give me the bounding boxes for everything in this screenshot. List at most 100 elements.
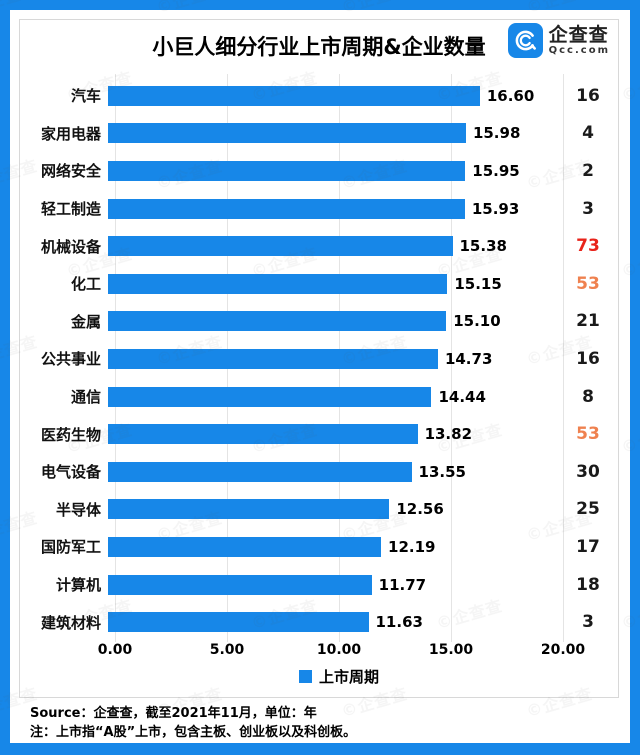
logo-name: 企查查	[548, 23, 609, 46]
legend-swatch	[298, 670, 312, 683]
chart-row: 建筑材料 11.63 3	[20, 603, 620, 641]
bar	[108, 348, 438, 369]
bar	[108, 536, 382, 557]
value-label: 12.19	[388, 537, 436, 556]
count-label: 25	[576, 499, 600, 520]
count-label: 4	[582, 123, 594, 144]
chart-row: 通信 14.44 8	[20, 378, 620, 416]
count-label: 16	[576, 348, 600, 369]
count-label: 3	[582, 612, 594, 633]
category-label: 轻工制造	[40, 200, 101, 219]
value-label: 14.73	[444, 349, 493, 368]
legend: 上市周期	[115, 666, 563, 687]
bar-track: 15.95	[108, 160, 556, 181]
bar	[108, 612, 369, 633]
count-label: 53	[576, 424, 600, 445]
bar-track: 13.82	[108, 424, 556, 445]
chart-row: 网络安全 15.95 2	[20, 152, 620, 190]
x-axis-tick-label: 0.00	[97, 642, 133, 658]
bar-track: 15.10	[108, 311, 556, 332]
value-label: 15.15	[454, 274, 502, 293]
qcc-magnifier-icon	[507, 23, 543, 58]
bar	[108, 123, 466, 144]
chart-row: 汽车 16.60 16	[20, 77, 620, 115]
x-axis-tick-label: 20.00	[540, 642, 586, 658]
bar	[108, 574, 372, 595]
count-label: 18	[576, 574, 600, 595]
value-label: 15.93	[471, 199, 520, 218]
value-label: 13.55	[418, 462, 466, 481]
chart-row: 医药生物 13.82 53	[20, 415, 620, 453]
page-title: 小巨人细分行业上市周期&企业数量	[152, 35, 486, 59]
category-label: 家用电器	[40, 124, 101, 143]
category-label: 医药生物	[40, 425, 101, 444]
category-label: 机械设备	[40, 237, 101, 256]
x-axis-tick-label: 15.00	[428, 642, 474, 658]
bar	[108, 311, 447, 332]
category-label: 半导体	[55, 500, 101, 519]
bar-track: 16.60	[108, 85, 556, 106]
chart-panel: 小巨人细分行业上市周期&企业数量 企查查 Qcc.com	[19, 19, 619, 698]
chart-row: 机械设备 15.38 73	[20, 227, 620, 265]
value-label: 13.82	[424, 425, 473, 444]
bar-track: 15.15	[108, 273, 556, 294]
count-label: 8	[582, 386, 594, 407]
chart-row: 金属 15.10 21	[20, 303, 620, 341]
x-axis-tick-label: 10.00	[316, 642, 362, 658]
count-label: 30	[576, 461, 600, 482]
qcc-logo: 企查查 Qcc.com	[507, 23, 610, 58]
value-label: 15.10	[453, 312, 501, 331]
count-label: 73	[576, 236, 600, 257]
count-label: 3	[582, 198, 594, 219]
bar	[108, 198, 465, 219]
count-label: 21	[576, 311, 600, 332]
bar-track: 14.73	[108, 348, 556, 369]
logo-text: 企查查 Qcc.com	[548, 23, 610, 56]
content-area: 小巨人细分行业上市周期&企业数量 企查查 Qcc.com	[10, 10, 630, 743]
bar-track: 11.77	[108, 574, 556, 595]
value-label: 11.77	[378, 575, 427, 594]
footnotes: Source：企查查，截至2021年11月，单位：年 注：上市指“A股”上市，包…	[30, 704, 356, 742]
chart-row: 公共事业 14.73 16	[20, 340, 620, 378]
count-label: 16	[576, 85, 600, 106]
count-label: 2	[582, 160, 594, 181]
chart-row: 电气设备 13.55 30	[20, 453, 620, 491]
chart-row: 轻工制造 15.93 3	[20, 190, 620, 228]
category-label: 通信	[70, 388, 101, 407]
bar	[108, 499, 390, 520]
category-label: 网络安全	[40, 162, 101, 181]
category-label: 化工	[70, 275, 101, 294]
category-label: 汽车	[70, 87, 101, 106]
bar	[108, 461, 412, 482]
gridline	[451, 74, 452, 642]
value-label: 16.60	[486, 86, 535, 105]
x-axis: 0.00 5.00 10.00 15.00 20.00	[98, 642, 585, 660]
value-label: 15.98	[472, 124, 521, 143]
bar-chart: 汽车 16.60 16 家用电器 15.98 4 网络安全 15.95 2 轻工制造 15.93 3 机…	[20, 77, 620, 641]
bar-track: 15.93	[108, 198, 556, 219]
category-label: 电气设备	[40, 463, 101, 482]
value-label: 14.44	[438, 387, 486, 406]
bar-track: 14.44	[108, 386, 556, 407]
bar-track: 15.98	[108, 123, 556, 144]
chart-row: 半导体 12.56 25	[20, 491, 620, 529]
x-axis-tick-label: 5.00	[209, 642, 245, 658]
category-label: 计算机	[55, 576, 101, 595]
chart-row: 国防军工 12.19 17	[20, 528, 620, 566]
bar	[108, 273, 448, 294]
category-label: 公共事业	[40, 350, 101, 369]
category-label: 国防军工	[40, 538, 101, 557]
value-label: 15.38	[459, 237, 507, 256]
count-label: 53	[576, 273, 600, 294]
bar	[108, 424, 418, 445]
category-label: 金属	[70, 312, 101, 331]
category-label: 建筑材料	[40, 613, 101, 632]
bar-track: 12.19	[108, 536, 556, 557]
bar-track: 13.55	[108, 461, 556, 482]
bar	[108, 386, 432, 407]
bar-track: 12.56	[108, 499, 556, 520]
listing-note: 注：上市指“A股”上市，包含主板、创业板以及科创板。	[30, 725, 357, 740]
title-row: 小巨人细分行业上市周期&企业数量 企查查 Qcc.com	[20, 20, 618, 72]
bar	[108, 85, 480, 106]
